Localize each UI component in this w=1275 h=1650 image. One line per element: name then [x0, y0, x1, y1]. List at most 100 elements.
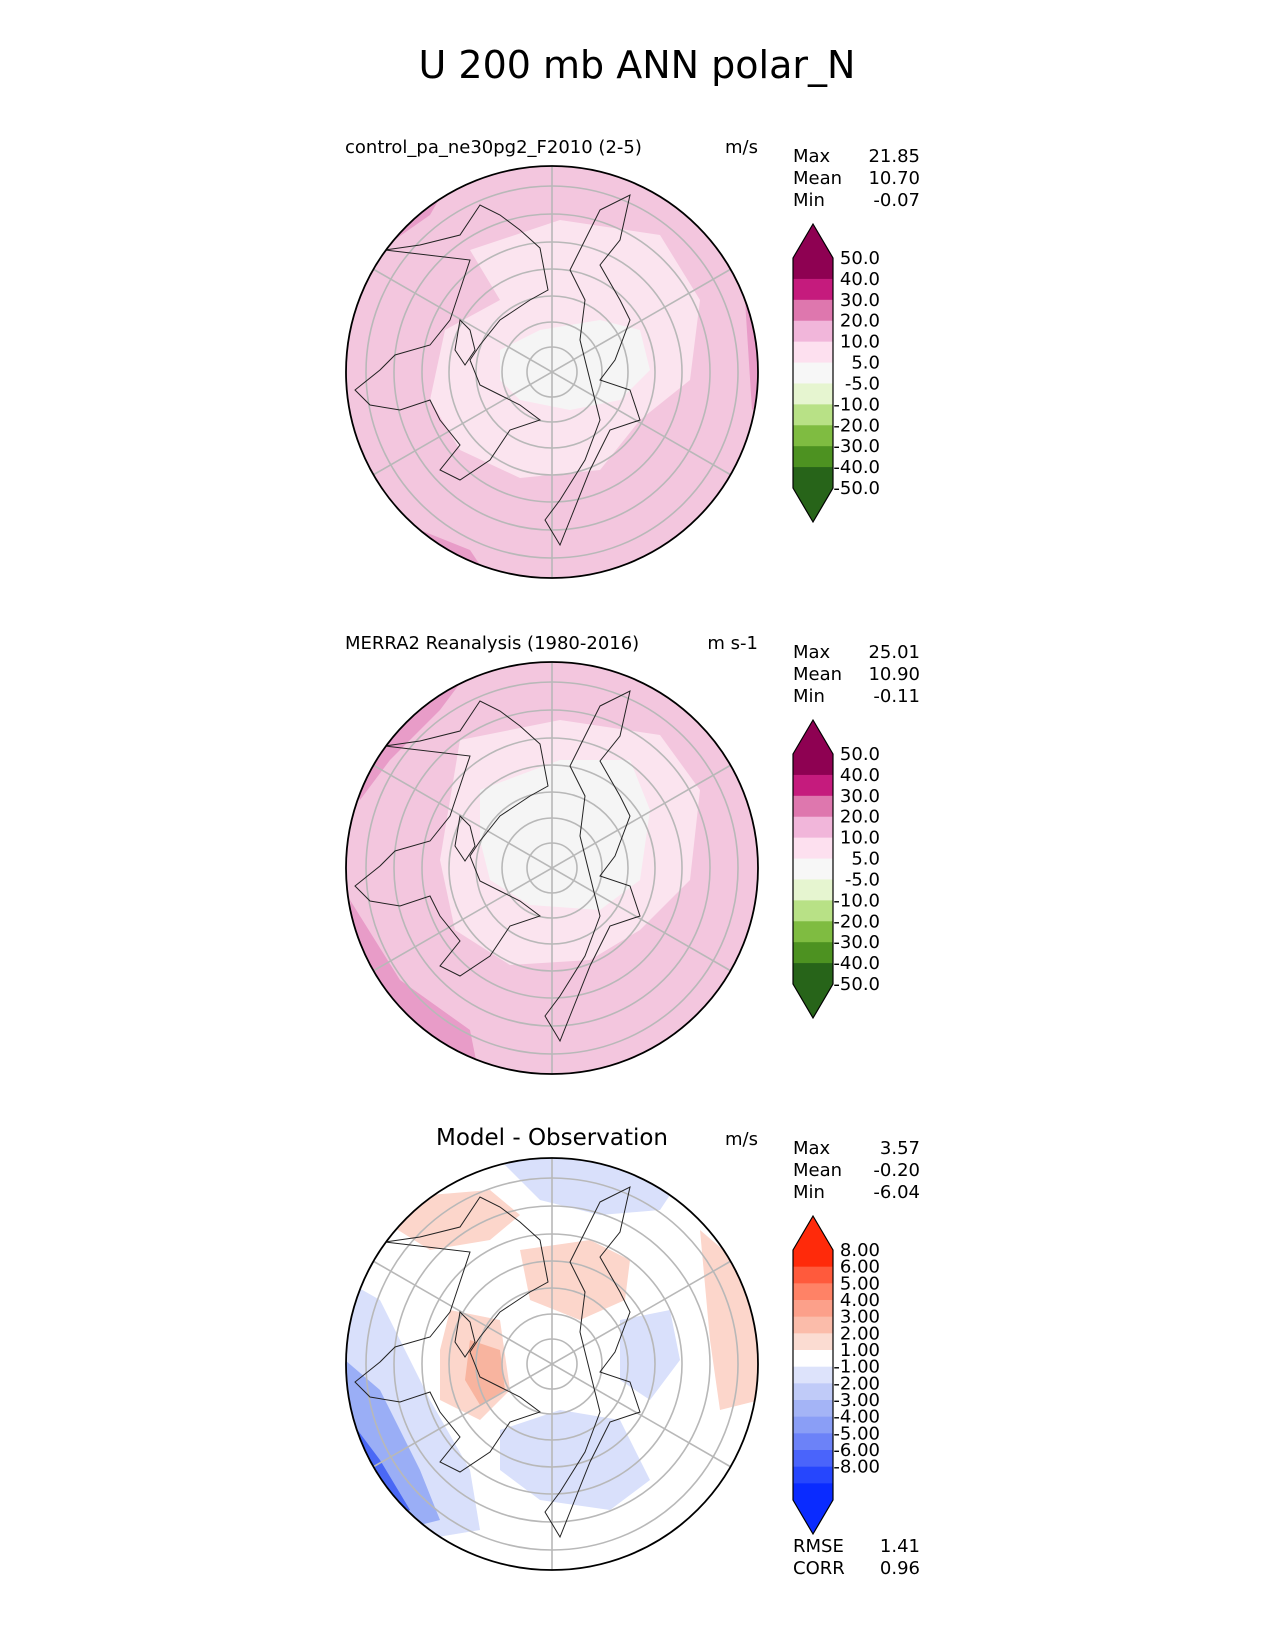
- colorbar-swatch: [793, 1400, 833, 1418]
- colorbar-tick-label: -20.0: [833, 415, 880, 436]
- colorbar-tick-label: 20.0: [840, 311, 880, 332]
- panel-reference: MERRA2 Reanalysis (1980-2016) m s-1 Max …: [345, 633, 920, 1075]
- colorbar-tick-label: 10.0: [840, 828, 880, 849]
- coastline: [544, 690, 641, 1043]
- colorbar-swatch: [793, 837, 833, 859]
- stat-value: 10.70: [868, 168, 920, 189]
- colorbar-tick-label: 30.0: [840, 786, 880, 807]
- colorbar-extend-top: [793, 224, 833, 258]
- colorbar-swatch: [793, 1450, 833, 1468]
- stat-value: -0.07: [873, 190, 920, 211]
- colorbar-swatch: [793, 1350, 833, 1368]
- colorbar-swatch: [793, 467, 833, 489]
- colorbar-extend-top: [793, 720, 833, 754]
- stat-value: 10.90: [868, 664, 920, 685]
- colorbar-extend-bottom: [793, 1500, 833, 1534]
- coastlines: [354, 194, 641, 547]
- field-negative-strong: [346, 1360, 440, 1530]
- stat-label: Max: [793, 1138, 831, 1159]
- polar-map: [345, 661, 759, 1075]
- colorbar-swatch: [793, 1383, 833, 1401]
- map-boundary: [345, 165, 759, 579]
- colorbar-swatch: [793, 900, 833, 922]
- colorbar-tick-label: -6.00: [833, 1440, 880, 1461]
- coastline: [454, 318, 476, 366]
- panel-units: m/s: [725, 1129, 758, 1150]
- graticule: [365, 1158, 739, 1570]
- colorbar-swatch: [793, 1283, 833, 1301]
- colorbar-swatch: [793, 425, 833, 447]
- meridian: [372, 1260, 732, 1468]
- colorbar-outline: [792, 222, 834, 524]
- colorbar-tick-label: 2.00: [840, 1323, 880, 1344]
- colorbar-swatch: [793, 1483, 833, 1501]
- colorbar-swatch: [793, 1300, 833, 1318]
- colorbar-swatch: [793, 921, 833, 943]
- colorbar-tick-label: -40.0: [833, 953, 880, 974]
- colorbar-extend-bottom: [793, 984, 833, 1018]
- colorbar-swatch: [793, 1250, 833, 1268]
- colorbar-tick-label: 5.0: [851, 353, 880, 374]
- colorbar-tick-label: -5.0: [845, 373, 880, 394]
- panel-units: m s-1: [707, 633, 758, 654]
- coastline: [354, 204, 549, 481]
- stat-label: CORR: [793, 1558, 845, 1579]
- colorbar-tick-label: 40.0: [840, 269, 880, 290]
- colorbar-tick-label: -3.00: [833, 1390, 880, 1411]
- colorbar-swatch: [793, 754, 833, 776]
- colorbar-tick-label: -5.0: [845, 869, 880, 890]
- colorbar-swatch: [793, 1333, 833, 1351]
- coastline: [544, 194, 641, 547]
- field-negative: [620, 1310, 680, 1400]
- colorbar-swatch: [793, 404, 833, 426]
- field-positive-strong: [465, 1340, 505, 1405]
- stat-label: Min: [793, 190, 825, 211]
- panel-title: MERRA2 Reanalysis (1980-2016): [345, 633, 639, 654]
- colorbar-tick-label: 1.00: [840, 1340, 880, 1361]
- colorbar: 50.040.030.020.010.05.0-5.0-10.0-20.0-30…: [792, 718, 880, 1020]
- colorbar-swatch: [793, 774, 833, 797]
- colorbar-tick-label: -1.00: [833, 1357, 880, 1378]
- stat-value: -6.04: [873, 1182, 920, 1203]
- colorbar-tick-label: 20.0: [840, 807, 880, 828]
- field-fill: [346, 1158, 758, 1570]
- field-fill: [346, 662, 758, 1074]
- stat-value: -0.11: [873, 686, 920, 707]
- colorbar-tick-label: 4.00: [840, 1290, 880, 1311]
- colorbar-outline: [792, 1214, 834, 1536]
- stat-label: Mean: [793, 168, 842, 189]
- stats-table: Max 3.57 Mean -0.20 Min -6.04: [793, 1138, 920, 1203]
- colorbar-tick-label: 5.0: [851, 849, 880, 870]
- stat-label: Min: [793, 1182, 825, 1203]
- colorbar-swatch: [793, 1366, 833, 1384]
- error-stats: RMSE 1.41 CORR 0.96: [793, 1536, 920, 1579]
- coastline: [354, 700, 549, 977]
- colorbar-swatch: [793, 858, 833, 880]
- colorbar-swatch: [793, 446, 833, 468]
- stat-label: Mean: [793, 664, 842, 685]
- stat-label: Max: [793, 642, 831, 663]
- graticule: [365, 662, 739, 1074]
- colorbar-swatch: [793, 1316, 833, 1334]
- colorbar-swatch: [793, 1433, 833, 1451]
- colorbar-swatch: [793, 1466, 833, 1484]
- colorbar-tick-label: 3.00: [840, 1307, 880, 1328]
- colorbar-tick-label: -4.00: [833, 1407, 880, 1428]
- map-boundary: [345, 661, 759, 1075]
- colorbar-tick-label: -50.0: [833, 478, 880, 499]
- colorbar-tick-label: -10.0: [833, 394, 880, 415]
- panel-title: control_pa_ne30pg2_F2010 (2-5): [345, 137, 642, 158]
- panel-difference: Model - Observation m/s Max 3.57 Mean -0…: [345, 1125, 920, 1579]
- colorbar-swatch: [793, 383, 833, 405]
- colorbar-outline: [792, 718, 834, 1020]
- colorbar-tick-label: 6.00: [840, 1257, 880, 1278]
- coastlines: [354, 690, 641, 1043]
- colorbar-swatch: [793, 258, 833, 280]
- colorbar-swatch: [793, 362, 833, 384]
- colorbar-swatch: [793, 963, 833, 985]
- colorbar-tick-label: -2.00: [833, 1373, 880, 1394]
- colorbar-tick-label: -20.0: [833, 911, 880, 932]
- colorbar-swatch: [793, 942, 833, 964]
- colorbar-tick-label: -8.00: [833, 1457, 880, 1478]
